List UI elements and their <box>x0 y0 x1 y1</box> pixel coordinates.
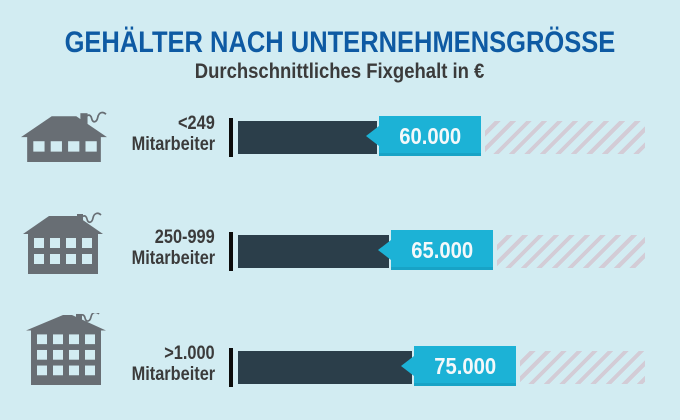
chart-title-text: GEHÄLTER NACH UNTERNEHMENSGRÖSSE <box>64 26 616 59</box>
row-label: >1.000 Mitarbeiter <box>118 343 215 385</box>
axis-tick <box>229 232 233 271</box>
value-label: 75.000 <box>434 353 496 379</box>
row-label-line2: Mitarbeiter <box>131 248 215 269</box>
chart-title: GEHÄLTER NACH UNTERNEHMENSGRÖSSE <box>0 26 680 60</box>
axis-tick <box>229 118 233 157</box>
value-label: 60.000 <box>399 123 461 149</box>
remainder-hatch <box>485 121 645 154</box>
smoke-icon <box>79 212 102 224</box>
building-medium-icon <box>22 212 104 274</box>
value-label: 65.000 <box>411 237 473 263</box>
value-tag: 60.000 <box>366 116 481 156</box>
salary-bar <box>238 351 412 384</box>
row-label-line2: Mitarbeiter <box>131 364 215 385</box>
chart-subtitle: Durchschnittliches Fixgehalt in € <box>0 60 680 84</box>
salary-bar <box>238 235 389 268</box>
value-tag: 65.000 <box>378 230 493 270</box>
remainder-hatch <box>497 235 645 268</box>
row-label-line1: >1.000 <box>164 343 215 364</box>
factory-small-icon <box>20 108 108 162</box>
row-label-line2: Mitarbeiter <box>131 134 215 155</box>
axis-tick <box>229 348 233 387</box>
row-label-line1: 250-999 <box>155 227 215 248</box>
row-label: 250-999 Mitarbeiter <box>118 227 215 269</box>
building-large-icon <box>26 313 106 385</box>
chart-subtitle-text: Durchschnittliches Fixgehalt in € <box>195 60 485 83</box>
smoke-icon <box>83 111 107 123</box>
row-label-line1: <249 <box>178 113 215 134</box>
value-tag: 75.000 <box>401 346 516 386</box>
remainder-hatch <box>520 351 645 384</box>
row-label: <249 Mitarbeiter <box>118 113 215 155</box>
salary-bar <box>238 121 377 154</box>
